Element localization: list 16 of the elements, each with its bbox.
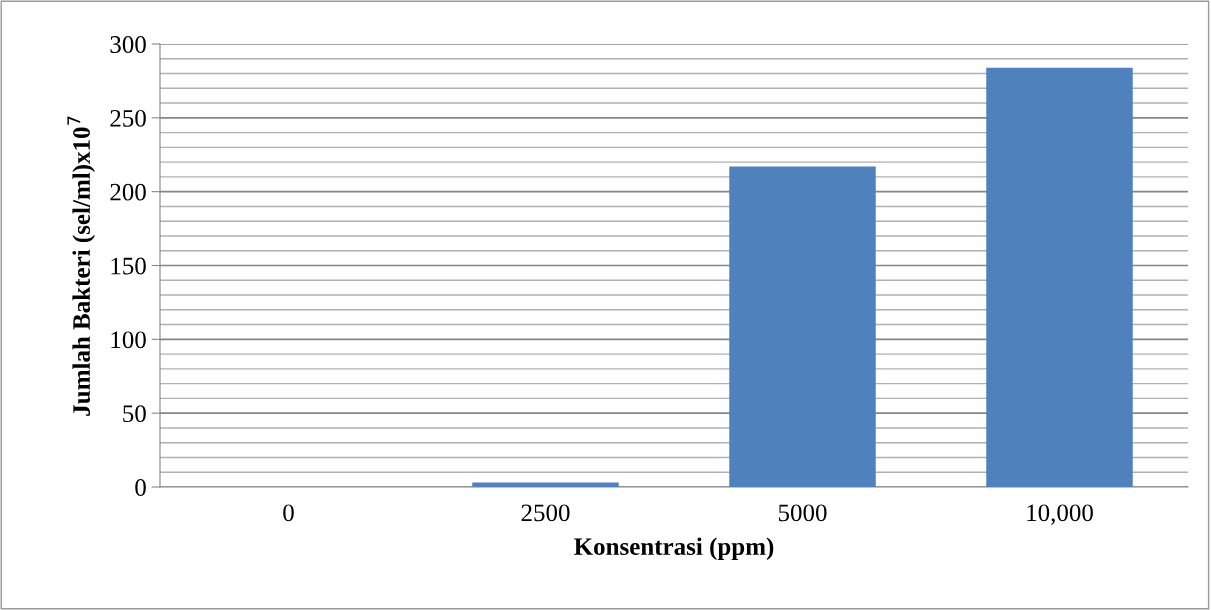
y-tick-label: 100 (111, 331, 146, 349)
x-tick-label: 5000 (778, 504, 827, 522)
y-axis-title: Jumlah Bakteri (sel/ml)x10$^{7}$ (67, 116, 96, 416)
y-tick-label: 0 (135, 479, 146, 496)
bar (729, 166, 876, 487)
y-tick-label: 300 (110, 36, 146, 53)
y-tick-label: 200 (110, 183, 146, 201)
y-tick-label: 50 (123, 405, 146, 423)
x-axis-title: Konsentrasi (ppm) (574, 537, 774, 561)
bar (472, 482, 619, 487)
x-tick-label: 0 (283, 504, 294, 522)
y-tick-label: 150 (111, 257, 146, 275)
bar (986, 67, 1133, 487)
y-tick-label: 250 (110, 109, 146, 127)
x-tick-label: 2500 (521, 504, 570, 522)
x-tick-label: 10,000 (1027, 504, 1093, 525)
